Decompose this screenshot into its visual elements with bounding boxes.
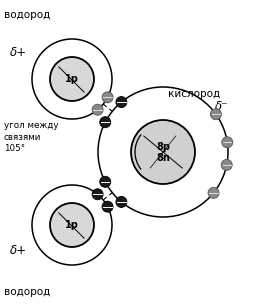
- Circle shape: [50, 57, 94, 101]
- Circle shape: [221, 159, 232, 170]
- Text: 1p: 1p: [65, 74, 79, 84]
- Circle shape: [100, 176, 111, 187]
- Text: водород: водород: [4, 10, 50, 20]
- Circle shape: [102, 92, 113, 103]
- Circle shape: [210, 109, 221, 120]
- Circle shape: [92, 189, 103, 200]
- Text: водород: водород: [4, 287, 50, 297]
- Text: кислород: кислород: [168, 89, 220, 99]
- Circle shape: [92, 104, 103, 115]
- Circle shape: [222, 137, 233, 148]
- Text: 8p: 8p: [156, 142, 170, 152]
- Circle shape: [131, 120, 195, 184]
- Text: 8n: 8n: [156, 153, 170, 163]
- Circle shape: [102, 201, 113, 212]
- Circle shape: [208, 187, 219, 198]
- Circle shape: [100, 117, 111, 128]
- Text: 1p: 1p: [65, 220, 79, 230]
- Circle shape: [116, 196, 127, 208]
- Text: угол между
связями
105°: угол между связями 105°: [4, 121, 59, 153]
- Text: δ+: δ+: [10, 45, 27, 59]
- Text: δ⁻: δ⁻: [215, 100, 228, 114]
- Text: δ+: δ+: [10, 243, 27, 257]
- Circle shape: [116, 97, 127, 107]
- Circle shape: [50, 203, 94, 247]
